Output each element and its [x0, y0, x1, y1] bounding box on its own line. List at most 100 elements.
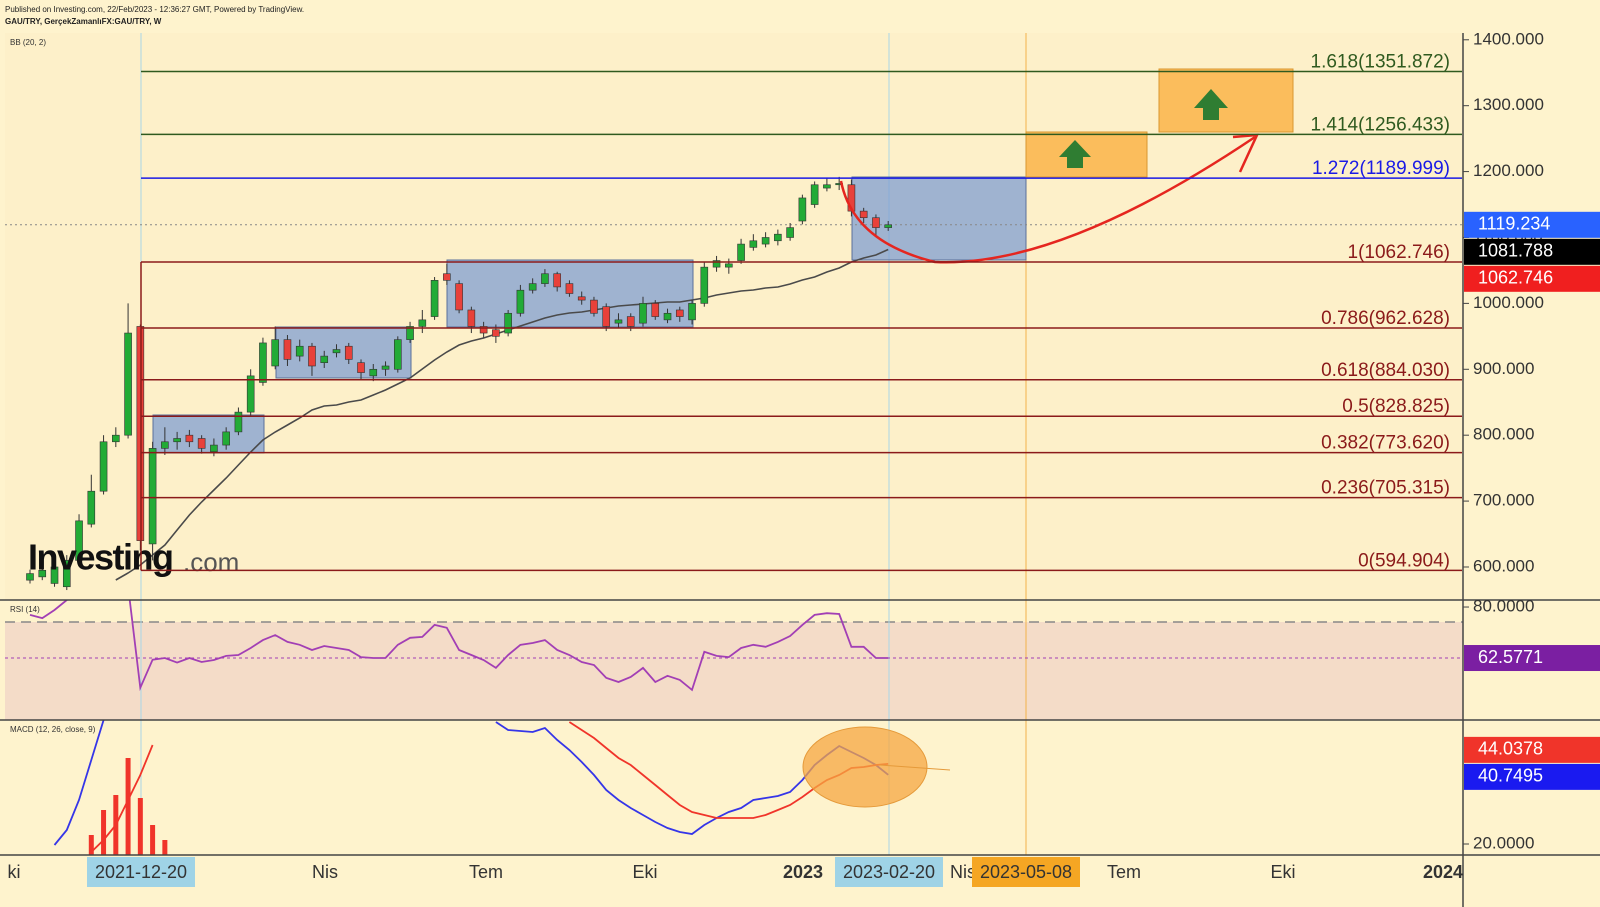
candle-body — [246, 375, 255, 413]
candle-body — [639, 303, 647, 324]
header-text: Published on Investing.com, 22/Feb/2023 … — [5, 5, 304, 14]
price-label-bg — [1464, 265, 1600, 292]
candle-body — [467, 309, 476, 327]
zones — [152, 176, 1027, 454]
candle-body — [283, 339, 292, 360]
rsi-label-bg — [1464, 645, 1600, 672]
indicator-label: MACD (12, 26, close, 9) — [10, 725, 96, 734]
macd-histogram-bar — [150, 825, 156, 855]
watermark: .com — [183, 547, 239, 577]
candle-body — [602, 306, 611, 327]
y-tick-label: 600.000 — [1473, 556, 1534, 575]
candle-body — [798, 197, 807, 222]
signal-label: 44.0378 — [1478, 739, 1543, 759]
candle-body — [626, 316, 635, 327]
up-arrow-icon — [1194, 89, 1228, 120]
macd-histogram-bar — [125, 758, 131, 855]
fib-label: 1.414(1256.433) — [1311, 114, 1450, 135]
candle-body — [344, 345, 353, 360]
candle-body — [124, 332, 132, 436]
candle-body — [455, 283, 463, 311]
fib-label: 0(594.904) — [1358, 550, 1450, 571]
fib-label: 0.618(884.030) — [1321, 360, 1450, 381]
price-label: 1081.788 — [1478, 241, 1553, 261]
rsi-label: 62.5771 — [1478, 647, 1543, 667]
macd-histogram-bar — [88, 835, 94, 855]
x-tick-label: Eki — [632, 862, 657, 882]
candle-body — [737, 243, 745, 261]
candle-body — [749, 240, 758, 248]
price-label-bg — [1464, 238, 1600, 265]
y-tick-label: 80.0000 — [1473, 597, 1534, 616]
candle-body — [148, 448, 157, 545]
candle-body — [504, 312, 512, 334]
candle-body — [884, 224, 893, 228]
x-tick-label: ki — [8, 862, 21, 882]
highlight-ellipse — [802, 726, 928, 808]
candle-body — [761, 237, 770, 245]
y-tick-label: 1000.000 — [1473, 293, 1544, 312]
y-tick-label: 20.0000 — [1473, 833, 1534, 852]
candle-body — [492, 329, 500, 337]
y-tick-label: 800.000 — [1473, 425, 1534, 444]
candle-body — [295, 345, 304, 357]
candle-body — [393, 339, 402, 370]
price-label-bg — [1464, 211, 1600, 238]
zone-box — [851, 176, 1027, 261]
candle-body — [823, 184, 831, 189]
watermark: Investing — [28, 537, 173, 578]
candle-body — [859, 210, 868, 219]
macd-label-bg — [1464, 763, 1600, 790]
candle-body — [443, 273, 451, 281]
candle-body — [786, 227, 794, 238]
candle-body — [308, 345, 316, 367]
candle-body — [259, 342, 267, 383]
macd-histogram-bar — [101, 810, 107, 855]
candle-body — [516, 289, 525, 314]
candle-body — [357, 362, 365, 373]
x-tick-label: 2023-05-08 — [980, 862, 1072, 882]
x-tick-label: 2021-12-20 — [95, 862, 187, 882]
candle-body — [418, 319, 427, 327]
candle-body — [320, 355, 329, 363]
candle-body — [590, 299, 598, 314]
candle-body — [577, 296, 586, 301]
rsi-plot — [5, 600, 1463, 692]
rsi-band — [5, 622, 1463, 720]
y-tick-label: 1300.000 — [1473, 95, 1544, 114]
indicator-label: RSI (14) — [10, 605, 40, 614]
candle-body — [725, 263, 733, 268]
candle-body — [528, 283, 537, 291]
x-tick-label: Nis — [312, 862, 338, 882]
candle-body — [197, 438, 206, 449]
macd-histogram-bar — [162, 840, 168, 855]
x-label-highlight — [835, 857, 943, 887]
candle-body — [688, 303, 696, 321]
candle-body — [479, 326, 488, 334]
x-tick-label: 2024 — [1423, 862, 1463, 882]
signal-label-bg — [1464, 736, 1600, 763]
highlight-pointer — [879, 764, 951, 771]
header-text: GAU/TRY, GerçekZamanlıFX:GAU/TRY, W — [5, 17, 162, 26]
candle-body — [712, 260, 721, 268]
candle-body — [210, 444, 218, 452]
candle-body — [774, 233, 782, 242]
fib-label: 1(1062.746) — [1348, 242, 1450, 263]
fib-label: 0.5(828.825) — [1342, 396, 1450, 417]
macd-histogram-bar — [137, 798, 143, 855]
candle-body — [62, 560, 71, 588]
candle-body — [332, 349, 341, 354]
candle-body — [50, 566, 59, 584]
x-tick-label: Tem — [469, 862, 503, 882]
y-tick-label: 1200.000 — [1473, 161, 1544, 180]
x-tick-label: 2023 — [783, 862, 823, 882]
candle-body — [651, 303, 660, 317]
candle-body — [381, 365, 390, 370]
candle-body — [553, 273, 561, 288]
candle-body — [112, 434, 120, 443]
fib-label: 1.272(1189.999) — [1312, 158, 1450, 179]
candle-body — [406, 326, 414, 340]
candle-body — [26, 573, 34, 581]
up-arrow-icon — [1059, 140, 1091, 168]
